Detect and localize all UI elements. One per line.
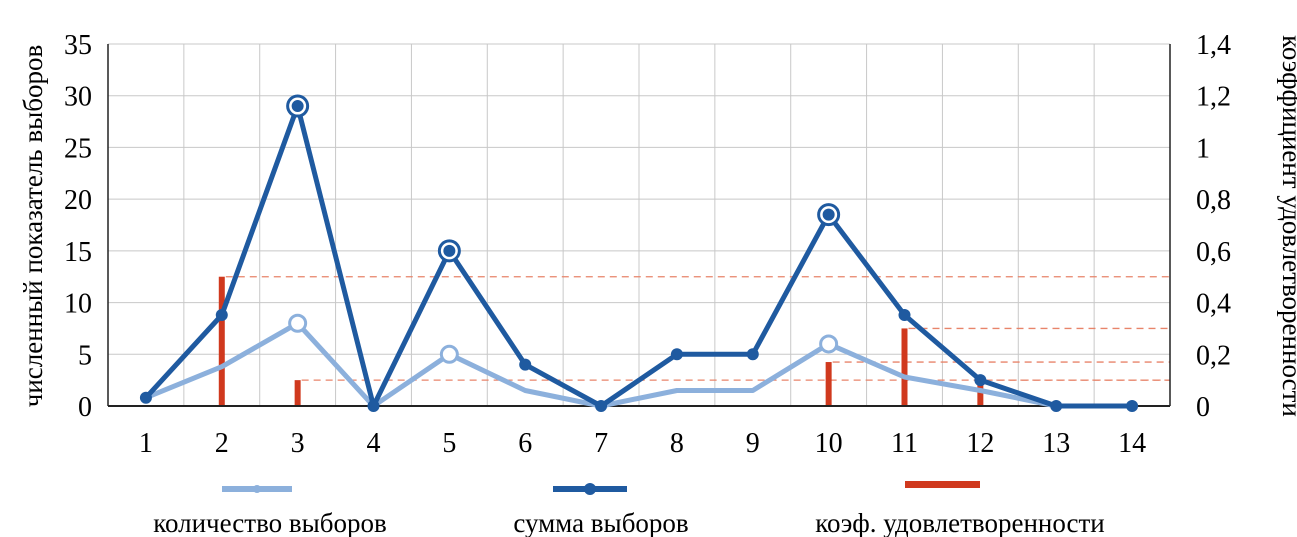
coef-bar bbox=[977, 380, 984, 406]
axes bbox=[107, 44, 1171, 407]
sum-point bbox=[974, 374, 987, 387]
x-tick-label: 14 bbox=[1118, 428, 1146, 459]
y-tick-label: 0 bbox=[78, 392, 92, 423]
y2-tick-label: 0,6 bbox=[1196, 237, 1231, 268]
x-tick-label: 4 bbox=[367, 428, 381, 459]
y-tick-label: 35 bbox=[64, 30, 92, 61]
legend-item-count: количество выборов bbox=[153, 485, 387, 537]
y-tick-label: 15 bbox=[64, 237, 92, 268]
y2-axis-title: коэффициент удовлетворенности bbox=[1277, 35, 1297, 417]
x-tick-label: 11 bbox=[891, 428, 918, 459]
sum-point bbox=[1050, 400, 1063, 412]
sum-point bbox=[519, 358, 532, 371]
x-tick-label: 5 bbox=[442, 428, 456, 459]
y-axis-title: численный показатель выборов bbox=[18, 45, 48, 408]
sum-series-line bbox=[143, 103, 1135, 409]
y2-tick-label: 1 bbox=[1196, 133, 1210, 164]
x-tick-label: 8 bbox=[670, 428, 684, 459]
coef-bar bbox=[294, 380, 301, 406]
sum-point bbox=[1126, 400, 1139, 412]
legend: количество выборов сумма выборов коэф. у… bbox=[153, 481, 1105, 537]
x-tick-label: 2 bbox=[215, 428, 229, 459]
count-point-highlight bbox=[819, 334, 839, 354]
y2-tick-label: 0,2 bbox=[1196, 340, 1231, 371]
x-tick-label: 3 bbox=[291, 428, 305, 459]
sum-point bbox=[746, 348, 759, 361]
grid bbox=[108, 43, 1170, 407]
x-tick-label: 13 bbox=[1042, 428, 1070, 459]
sum-point bbox=[595, 400, 608, 412]
count-point-highlight bbox=[439, 344, 459, 364]
sum-point bbox=[291, 100, 304, 113]
x-tick-label: 7 bbox=[594, 428, 608, 459]
bars bbox=[218, 276, 984, 406]
x-tick-label: 9 bbox=[746, 428, 760, 459]
y2-tick-label: 0 bbox=[1196, 392, 1210, 423]
sum-point bbox=[822, 208, 835, 221]
count-point-highlight bbox=[288, 313, 308, 333]
sum-point bbox=[670, 348, 683, 361]
y-tick-label: 10 bbox=[64, 289, 92, 320]
legend-item-coef: коэф. удовлетворенности bbox=[815, 481, 1105, 537]
y2-tick-label: 0,4 bbox=[1196, 289, 1231, 320]
legend-marker-count bbox=[253, 485, 261, 493]
coef-bar bbox=[901, 328, 908, 406]
legend-label-count: количество выборов bbox=[153, 508, 387, 537]
y2-tick-label: 0,8 bbox=[1196, 185, 1231, 216]
coef-bar bbox=[218, 276, 225, 406]
coef-bar bbox=[825, 362, 832, 406]
legend-label-coef: коэф. удовлетворенности bbox=[815, 508, 1105, 537]
legend-label-sum: сумма выборов bbox=[513, 508, 688, 537]
series-lines bbox=[139, 94, 1139, 412]
sum-point bbox=[367, 400, 380, 412]
sum-point bbox=[215, 308, 228, 321]
y-tick-label: 5 bbox=[78, 340, 92, 371]
legend-swatch-coef bbox=[905, 481, 980, 488]
legend-marker-sum bbox=[584, 483, 596, 495]
reference-lines bbox=[225, 276, 1170, 381]
y2-tick-label: 1,2 bbox=[1196, 82, 1231, 113]
sum-point bbox=[443, 244, 456, 257]
x-tick-label: 1 bbox=[139, 428, 153, 459]
x-tick-label: 10 bbox=[815, 428, 843, 459]
count-series-line bbox=[143, 320, 1135, 409]
y-tick-label: 25 bbox=[64, 133, 92, 164]
sum-point bbox=[898, 308, 911, 321]
sum-point bbox=[139, 391, 152, 404]
legend-item-sum: сумма выборов bbox=[513, 483, 689, 537]
x-tick-label: 6 bbox=[518, 428, 532, 459]
y-tick-label: 20 bbox=[64, 185, 92, 216]
x-tick-label: 12 bbox=[966, 428, 994, 459]
y-tick-label: 30 bbox=[64, 82, 92, 113]
y2-tick-label: 1,4 bbox=[1196, 30, 1231, 61]
